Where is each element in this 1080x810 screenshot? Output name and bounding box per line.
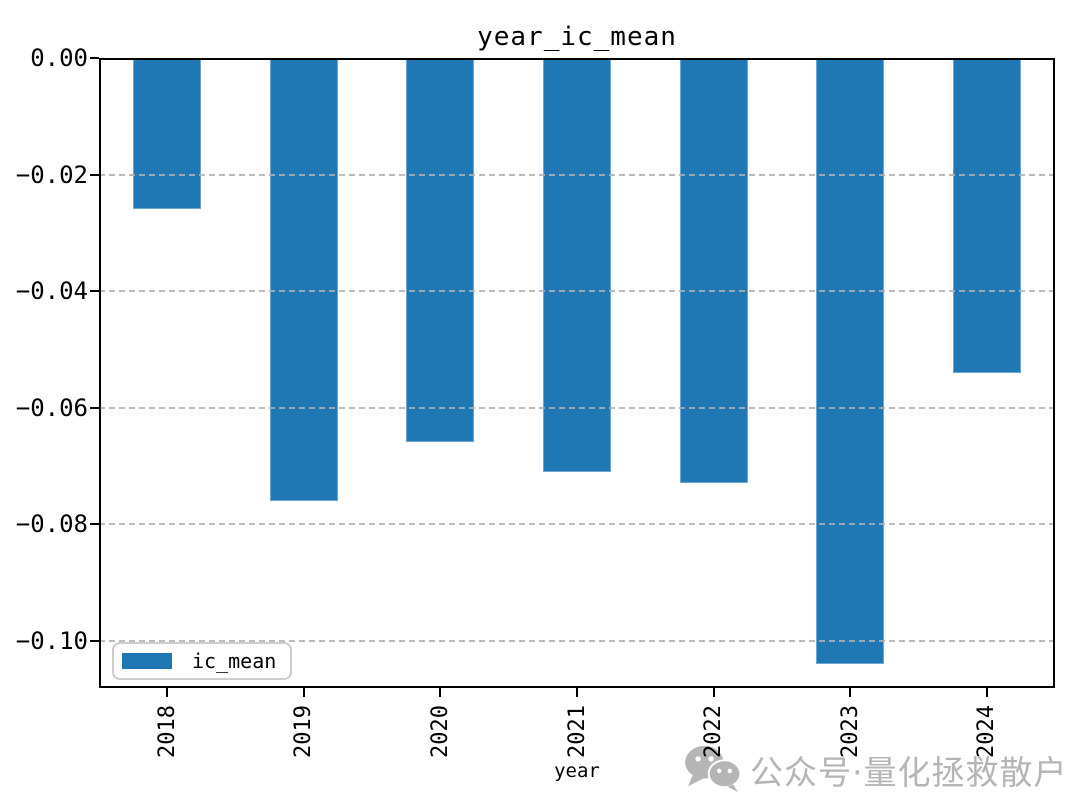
gridline-−0.02 <box>99 173 1055 176</box>
x-tick-label-2018: 2018 <box>135 698 199 764</box>
x-tick-label-text: 2019 <box>291 704 317 758</box>
bar-2023 <box>816 58 885 664</box>
bar-2022 <box>679 58 748 484</box>
x-tick-mark <box>576 688 578 697</box>
x-tick-mark <box>166 688 169 697</box>
gridline-−0.06 <box>99 406 1055 409</box>
chart-title: year_ic_mean <box>477 22 677 52</box>
legend: ic_mean <box>112 642 293 680</box>
gridline-−0.04 <box>99 290 1055 292</box>
y-tick-label: −0.10 <box>15 626 88 655</box>
bar-2018 <box>133 58 202 210</box>
legend-label: ic_mean <box>192 649 277 673</box>
x-tick-label-2022: 2022 <box>682 698 746 764</box>
x-tick-mark <box>712 688 715 697</box>
bar-2021 <box>543 58 611 472</box>
y-tick-mark <box>90 173 99 176</box>
x-tick-label-text: 2024 <box>974 704 1000 758</box>
gridline-−0.10 <box>99 639 1055 642</box>
x-tick-label-2023: 2023 <box>818 698 882 764</box>
legend-swatch-ic-mean <box>122 653 172 669</box>
x-tick-mark <box>302 688 305 697</box>
x-tick-label-2021: 2021 <box>545 698 609 764</box>
x-tick-label-text: 2022 <box>701 704 727 758</box>
x-tick-label-text: 2018 <box>154 704 180 758</box>
y-tick-mark <box>90 406 99 409</box>
x-tick-label-2024: 2024 <box>955 698 1019 764</box>
x-tick-label-2020: 2020 <box>408 698 472 764</box>
bar-2020 <box>406 58 475 443</box>
x-axis-title: year <box>554 760 600 782</box>
x-tick-label-2019: 2019 <box>272 698 336 764</box>
y-tick-mark <box>90 290 99 292</box>
y-tick-mark <box>90 57 99 59</box>
y-tick-label: −0.08 <box>15 510 88 539</box>
y-tick-label: −0.06 <box>15 393 88 422</box>
y-tick-mark <box>90 639 99 642</box>
x-tick-label-text: 2020 <box>427 704 453 758</box>
gridline-−0.08 <box>99 523 1055 526</box>
x-tick-mark <box>439 688 442 697</box>
bar-2024 <box>952 58 1021 373</box>
x-tick-mark <box>985 688 988 697</box>
x-tick-label-text: 2021 <box>564 704 590 758</box>
y-tick-label: 0.00 <box>30 44 88 72</box>
y-tick-mark <box>90 523 99 526</box>
x-tick-label-text: 2023 <box>837 704 863 758</box>
y-tick-label: −0.04 <box>15 277 88 305</box>
bar-2019 <box>269 58 338 501</box>
x-tick-mark <box>849 688 852 697</box>
y-tick-label: −0.02 <box>15 160 88 189</box>
